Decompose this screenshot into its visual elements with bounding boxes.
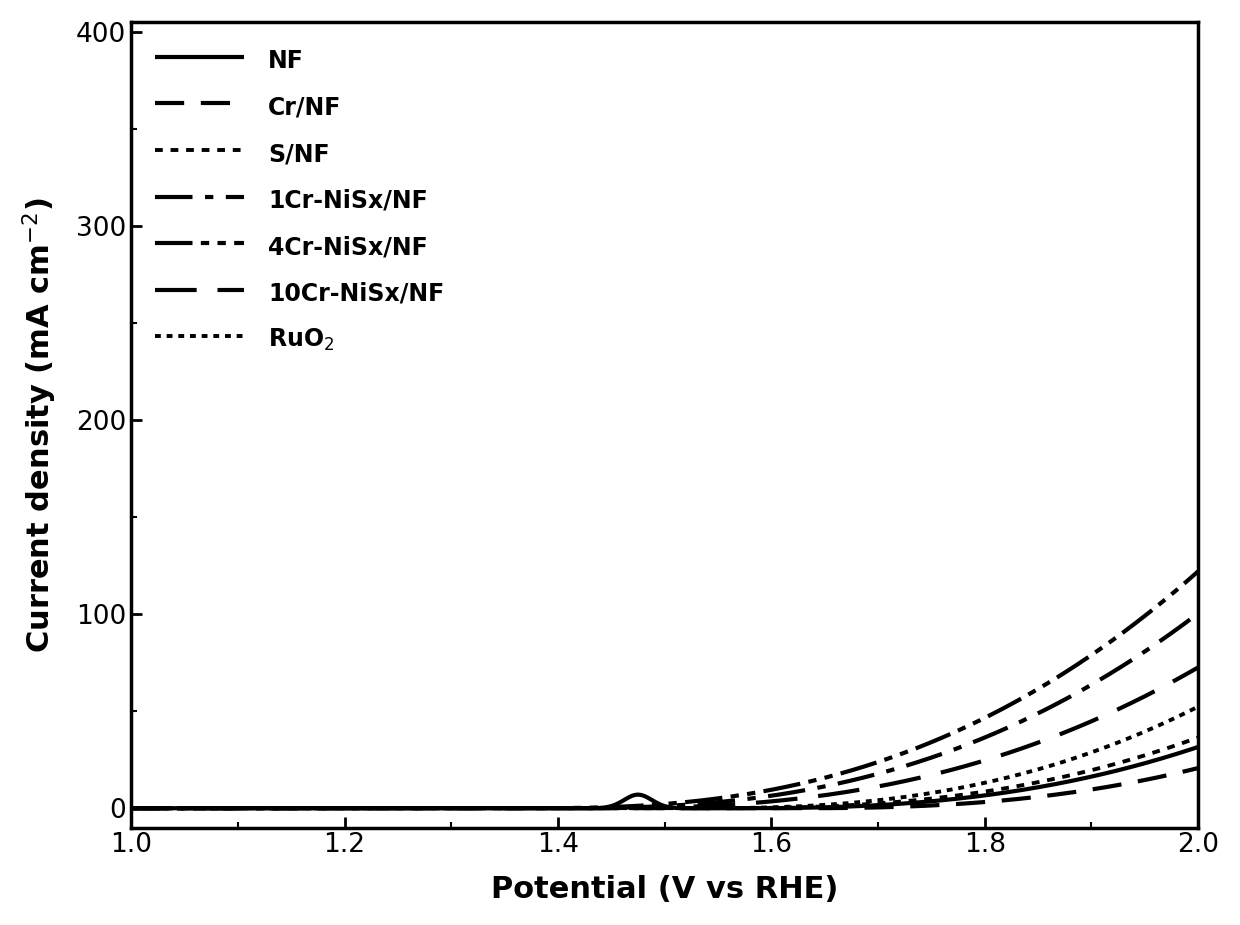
1Cr-NiSx/NF (179, 803, 193, 814)
Cr/NF (963, 797, 978, 808)
10Cr-NiSx/NF (179, 803, 193, 814)
NF (124, 803, 139, 814)
S/NF (614, 803, 629, 814)
Cr/NF (1159, 770, 1174, 781)
Cr/NF (179, 803, 193, 814)
10Cr-NiSx/NF (1159, 679, 1174, 690)
Line: S/NF: S/NF (131, 737, 1198, 808)
Line: 1Cr-NiSx/NF: 1Cr-NiSx/NF (131, 613, 1198, 808)
NF (179, 803, 193, 814)
1Cr-NiSx/NF (614, 802, 629, 813)
Y-axis label: Current density (mA cm$^{-2}$): Current density (mA cm$^{-2}$) (21, 197, 60, 653)
S/NF (642, 803, 657, 814)
1Cr-NiSx/NF (642, 801, 657, 812)
X-axis label: Potential (V vs RHE): Potential (V vs RHE) (491, 875, 838, 904)
NF (1190, 742, 1205, 753)
Cr/NF (1190, 762, 1205, 773)
RuO$_2$ (642, 803, 657, 814)
RuO$_2$ (1159, 716, 1174, 727)
4Cr-NiSx/NF (124, 803, 139, 814)
S/NF (1190, 732, 1205, 743)
RuO$_2$ (1190, 701, 1205, 712)
Line: 10Cr-NiSx/NF: 10Cr-NiSx/NF (131, 668, 1198, 808)
NF (642, 794, 657, 805)
S/NF (1159, 743, 1174, 754)
Legend: NF, Cr/NF, S/NF, 1Cr-NiSx/NF, 4Cr-NiSx/NF, 10Cr-NiSx/NF, RuO$_2$: NF, Cr/NF, S/NF, 1Cr-NiSx/NF, 4Cr-NiSx/N… (143, 34, 456, 365)
10Cr-NiSx/NF (1190, 662, 1205, 673)
S/NF (124, 803, 139, 814)
Line: NF: NF (131, 747, 1198, 808)
4Cr-NiSx/NF (1190, 566, 1205, 577)
10Cr-NiSx/NF (642, 802, 657, 813)
Cr/NF (614, 803, 629, 814)
1Cr-NiSx/NF (963, 737, 978, 748)
S/NF (179, 803, 193, 814)
RuO$_2$ (1159, 716, 1174, 727)
1Cr-NiSx/NF (1159, 631, 1174, 642)
S/NF (963, 788, 978, 799)
1Cr-NiSx/NF (1159, 631, 1174, 642)
10Cr-NiSx/NF (614, 803, 629, 814)
4Cr-NiSx/NF (642, 799, 657, 810)
S/NF (1159, 743, 1174, 754)
1Cr-NiSx/NF (1190, 608, 1205, 619)
RuO$_2$ (124, 803, 139, 814)
RuO$_2$ (179, 803, 193, 814)
4Cr-NiSx/NF (179, 803, 193, 814)
10Cr-NiSx/NF (124, 803, 139, 814)
NF (1159, 751, 1174, 762)
NF (963, 792, 978, 803)
Line: Cr/NF: Cr/NF (131, 768, 1198, 808)
4Cr-NiSx/NF (1159, 592, 1174, 603)
Line: RuO$_2$: RuO$_2$ (131, 707, 1198, 808)
1Cr-NiSx/NF (124, 803, 139, 814)
RuO$_2$ (963, 780, 978, 791)
4Cr-NiSx/NF (614, 801, 629, 812)
Line: 4Cr-NiSx/NF: 4Cr-NiSx/NF (131, 572, 1198, 808)
NF (1159, 751, 1174, 762)
10Cr-NiSx/NF (963, 758, 978, 770)
4Cr-NiSx/NF (963, 719, 978, 730)
Cr/NF (642, 803, 657, 814)
4Cr-NiSx/NF (1159, 593, 1174, 604)
Cr/NF (124, 803, 139, 814)
RuO$_2$ (614, 803, 629, 814)
Cr/NF (1159, 770, 1174, 781)
NF (614, 796, 629, 807)
10Cr-NiSx/NF (1159, 679, 1174, 690)
